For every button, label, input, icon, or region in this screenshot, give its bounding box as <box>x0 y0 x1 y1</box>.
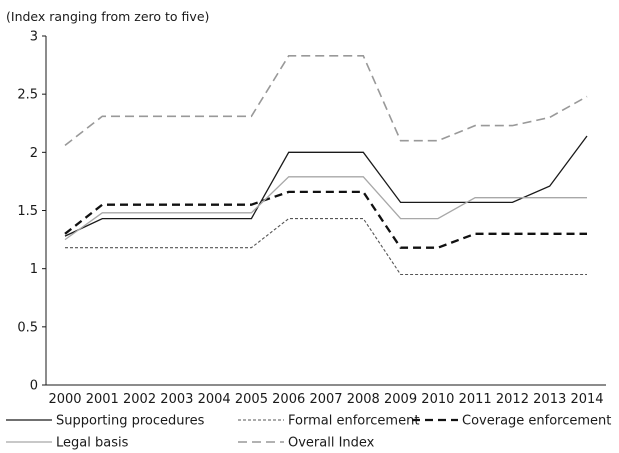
y-tick-label: 0 <box>30 379 38 394</box>
x-tick-label: 2014 <box>570 392 603 407</box>
x-tick-label: 2010 <box>421 392 454 407</box>
x-tick-label: 2005 <box>235 392 268 407</box>
x-tick-label: 2002 <box>123 392 156 407</box>
x-tick-label: 2001 <box>86 392 119 407</box>
legend: Supporting procedures Formal enforcement C… <box>6 414 611 451</box>
series-line-4 <box>64 54 588 147</box>
series-line-3 <box>64 176 587 241</box>
legend-label-2: Coverage enforcement <box>462 414 611 429</box>
x-tick-label: 2007 <box>309 392 342 407</box>
y-tick-label: 2.5 <box>17 88 38 103</box>
series-line-0 <box>64 135 588 237</box>
x-tick-label: 2011 <box>459 392 492 407</box>
legend-label-0: Supporting procedures <box>56 414 205 429</box>
y-tick-label: 1.5 <box>17 204 38 219</box>
x-tick-label: 2004 <box>198 392 231 407</box>
series-lines <box>64 54 588 276</box>
x-tick-label: 2009 <box>384 392 417 407</box>
series-line-2 <box>64 190 587 249</box>
y-axis-unit-label: (Index ranging from zero to five) <box>6 9 209 24</box>
x-tick-label: 2012 <box>496 392 529 407</box>
x-axis-ticks: 2000 2001 2002 2003 2004 2005 2006 2007 2008 2009… <box>48 392 603 407</box>
y-axis-ticks: 0 0.5 1 1.5 2 2.5 3 <box>17 30 46 394</box>
legend-label-3: Legal basis <box>56 436 129 451</box>
legend-label-1: Formal enforcement <box>288 414 419 429</box>
series-line-1 <box>65 218 587 276</box>
y-tick-label: 2 <box>30 146 38 161</box>
y-tick-label: 0.5 <box>17 320 38 335</box>
x-tick-label: 2013 <box>533 392 566 407</box>
axes <box>45 36 606 386</box>
x-tick-label: 2008 <box>347 392 380 407</box>
legend-label-4: Overall Index <box>288 436 375 451</box>
y-tick-label: 3 <box>30 30 38 45</box>
x-tick-label: 2006 <box>272 392 305 407</box>
x-tick-label: 2003 <box>160 392 193 407</box>
y-tick-label: 1 <box>30 262 38 277</box>
x-tick-label: 2000 <box>48 392 81 407</box>
